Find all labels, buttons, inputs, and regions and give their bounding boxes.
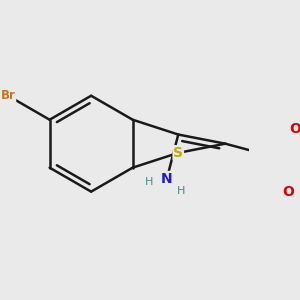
Text: H: H [145,178,153,188]
Text: O: O [289,122,300,136]
Text: Br: Br [1,89,16,102]
Text: O: O [282,185,294,199]
Text: H: H [176,186,185,196]
Text: N: N [161,172,173,186]
Text: S: S [173,146,183,160]
